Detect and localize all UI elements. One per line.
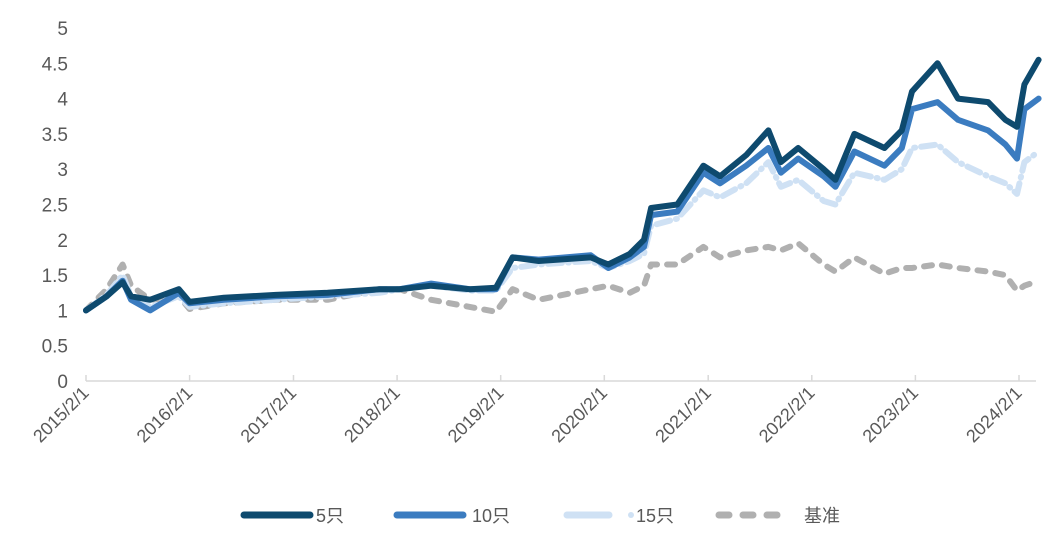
x-tick-label: 2016/2/1 — [133, 383, 197, 447]
legend-label: 10只 — [472, 506, 510, 526]
series-line-2 — [83, 141, 1042, 314]
y-tick-label: 1.5 — [42, 266, 68, 287]
legend-label: 5只 — [316, 506, 344, 526]
legend-label: 基准 — [804, 506, 840, 526]
y-tick-label: 2.5 — [42, 196, 68, 217]
y-tick-label: 1 — [57, 301, 68, 322]
y-tick-label: 0.5 — [42, 337, 68, 358]
legend-item-3: 基准 — [715, 506, 840, 526]
legend-item-0: 5只 — [240, 506, 344, 526]
x-tick-label: 2017/2/1 — [237, 383, 301, 447]
x-tick-label: 2019/2/1 — [444, 383, 508, 447]
x-tick-label: 2022/2/1 — [755, 383, 819, 447]
legend-swatch-dot — [628, 512, 634, 518]
y-tick-label: 4.5 — [42, 54, 68, 75]
y-tick-label: 2 — [57, 231, 68, 252]
x-tick-label: 2020/2/1 — [547, 383, 611, 447]
legend-label: 15只 — [636, 506, 674, 526]
plot-area — [83, 56, 1042, 315]
legend-item-2: 15只 — [563, 506, 674, 526]
x-tick-label: 2018/2/1 — [340, 383, 404, 447]
y-axis: 0 0.5 1 1.5 2 2.5 3 3.5 4 4.5 5 — [42, 19, 69, 393]
legend: 5只 10只 15只 基准 — [240, 506, 840, 526]
x-tick-label: 2024/2/1 — [962, 383, 1026, 447]
x-tick-label: 2021/2/1 — [651, 383, 715, 447]
x-tick-label: 2023/2/1 — [859, 383, 923, 447]
y-tick-label: 5 — [57, 19, 68, 40]
y-tick-label: 3.5 — [42, 125, 68, 146]
series-line-0 — [83, 56, 1042, 314]
y-tick-label: 4 — [57, 90, 68, 111]
x-axis: 2015/2/1 2016/2/1 2017/2/1 2018/2/1 2019/2/1… — [29, 375, 1036, 446]
series-line-1 — [83, 95, 1042, 314]
y-tick-label: 3 — [57, 160, 68, 181]
y-tick-label: 0 — [57, 372, 68, 393]
legend-item-1: 10只 — [393, 506, 510, 526]
